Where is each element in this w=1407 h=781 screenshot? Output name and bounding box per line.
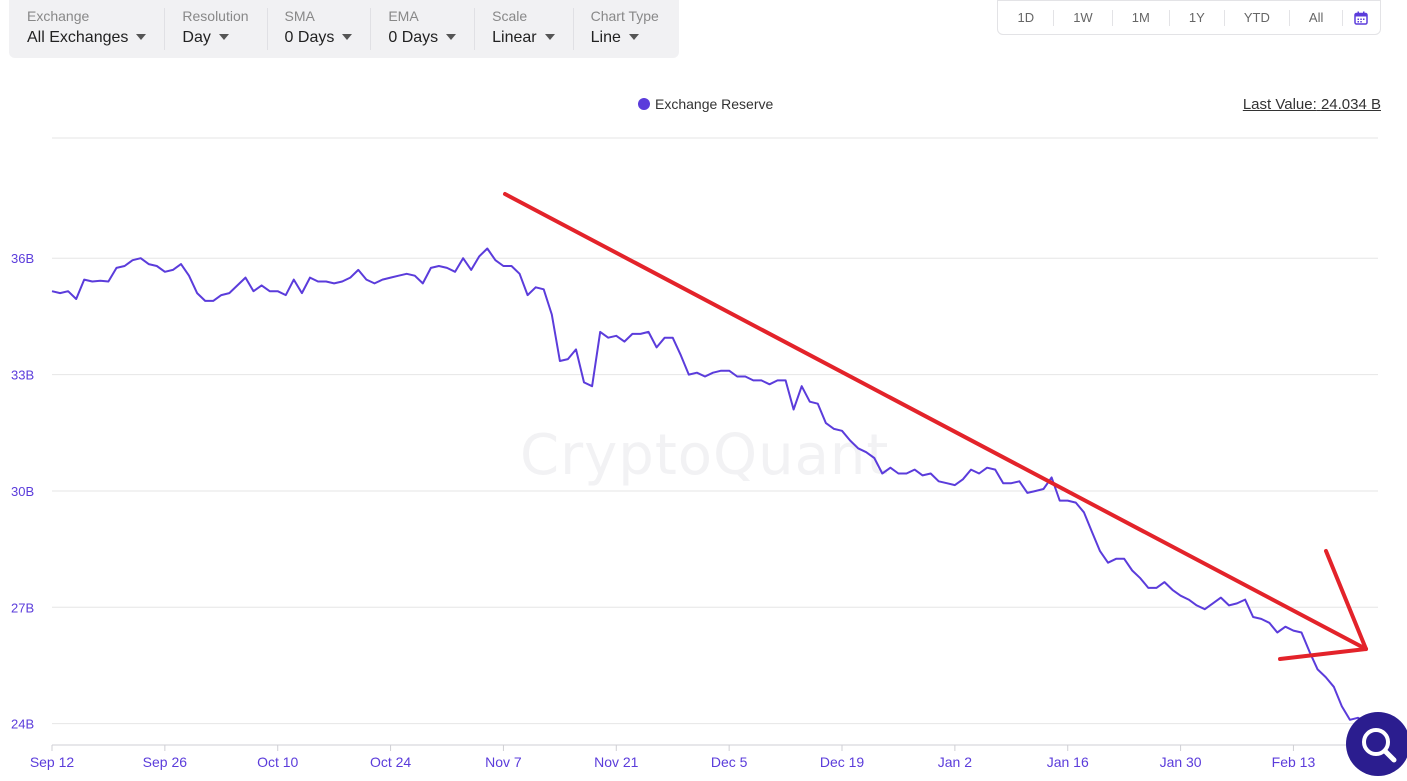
x-tick-label: Jan 2 (938, 754, 972, 770)
x-tick-label: Oct 10 (257, 754, 298, 770)
arrowhead-lower-stroke (1278, 647, 1368, 661)
legend-series-name: Exchange Reserve (655, 96, 774, 112)
divider (1288, 9, 1290, 26)
divider (1223, 9, 1225, 26)
caret-down-icon (628, 33, 639, 40)
resolution-value: Day (182, 29, 211, 46)
chart-options-toolbar: Exchange All Exchanges Resolution Day SM… (9, 0, 679, 58)
time-range-selector: 1D 1W 1M 1Y YTD All (997, 0, 1381, 35)
sma-dropdown[interactable]: SMA 0 Days (266, 0, 371, 58)
y-axis-ticks: 24B 27B 30B 33B 36B (11, 251, 34, 731)
caret-down-icon (544, 33, 555, 40)
sma-label: SMA (284, 8, 315, 24)
last-value-readout: Last Value: 24.034 B (1243, 96, 1381, 113)
last-value-label: Last Value: (1242, 96, 1317, 113)
caret-down-icon (342, 33, 353, 40)
divider (1342, 9, 1344, 26)
chart-type-value: Line (590, 29, 621, 46)
series-layer (51, 247, 1367, 724)
x-tick-label: Feb 13 (1272, 754, 1316, 770)
y-tick-label: 33B (11, 368, 34, 383)
y-tick-label: 27B (11, 600, 34, 615)
caret-down-icon (218, 33, 229, 40)
divider (1168, 9, 1170, 26)
sma-value: 0 Days (284, 29, 335, 46)
x-tick-label: Dec 5 (711, 754, 748, 770)
calendar-icon[interactable] (1354, 11, 1369, 25)
last-value-number: 24.034 B (1320, 96, 1381, 113)
gridlines (52, 137, 1378, 746)
caret-down-icon (136, 33, 147, 40)
y-tick-label: 30B (11, 484, 34, 499)
range-ytd-button[interactable]: YTD (1243, 10, 1270, 25)
x-tick-label: Jan 16 (1047, 754, 1089, 770)
exchange-dropdown[interactable]: Exchange All Exchanges (9, 0, 164, 58)
x-tick-label: Sep 26 (143, 754, 188, 770)
divider (1053, 9, 1055, 26)
divider (1111, 9, 1113, 26)
arrowhead-upper-stroke (1324, 549, 1368, 651)
ema-label: EMA (388, 8, 419, 24)
chart-legend[interactable]: Exchange Reserve (638, 96, 773, 112)
resolution-dropdown[interactable]: Resolution Day (164, 0, 266, 58)
exchange-value: All Exchanges (27, 29, 129, 46)
x-tick-label: Dec 19 (820, 754, 865, 770)
range-1w-button[interactable]: 1W (1073, 10, 1093, 25)
x-tick-label: Sep 12 (30, 754, 75, 770)
resolution-label: Resolution (182, 8, 249, 24)
range-all-button[interactable]: All (1308, 10, 1324, 25)
scale-label: Scale (492, 8, 528, 24)
series-line-exchange-reserve[interactable] (51, 247, 1367, 724)
search-button[interactable] (1346, 712, 1407, 776)
scale-dropdown[interactable]: Scale Linear (474, 0, 572, 58)
ema-value: 0 Days (388, 29, 439, 46)
y-tick-label: 24B (11, 717, 34, 732)
search-icon (1362, 728, 1397, 763)
x-tick-label: Oct 24 (370, 754, 411, 770)
trend-arrow-line (503, 192, 1368, 651)
ema-dropdown[interactable]: EMA 0 Days (370, 0, 474, 58)
caret-down-icon (446, 33, 457, 40)
x-axis-ticks: Sep 12 Sep 26 Oct 10 Oct 24 Nov 7 Nov 21 Dec 5… (30, 745, 1316, 770)
range-1m-button[interactable]: 1M (1131, 10, 1150, 25)
annotation-layer (503, 192, 1368, 661)
x-tick-label: Jan 30 (1160, 754, 1202, 770)
x-tick-label: Nov 21 (594, 754, 639, 770)
exchange-label: Exchange (27, 8, 90, 24)
range-1d-button[interactable]: 1D (1017, 10, 1035, 25)
x-tick-label: Nov 7 (485, 754, 522, 770)
chart-type-dropdown[interactable]: Chart Type Line (572, 0, 677, 58)
range-1y-button[interactable]: 1Y (1188, 10, 1205, 25)
watermark-logo: CryptoQuant (520, 423, 890, 488)
scale-value: Linear (492, 29, 537, 46)
y-tick-label: 36B (11, 251, 34, 266)
chart-type-label: Chart Type (590, 8, 659, 24)
legend-marker (638, 98, 650, 110)
